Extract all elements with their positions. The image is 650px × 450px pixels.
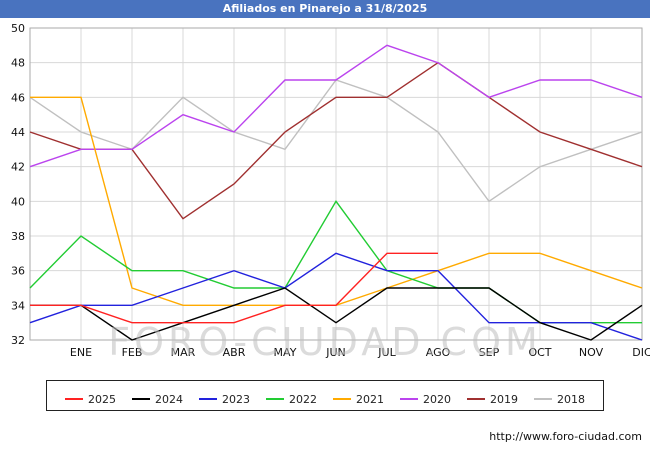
legend-row: 2025 2024 2023 2022 2021 2020 2019 2018 [0, 380, 650, 411]
legend-item-2024: 2024 [132, 393, 183, 406]
legend-swatch-2022 [266, 398, 284, 400]
legend-label-2022: 2022 [289, 392, 317, 406]
svg-text:JUN: JUN [325, 346, 346, 359]
legend-label-2019: 2019 [490, 392, 518, 406]
svg-text:32: 32 [11, 334, 25, 347]
legend-swatch-2025 [65, 398, 83, 400]
svg-text:42: 42 [11, 161, 25, 174]
legend-item-2023: 2023 [199, 393, 250, 406]
svg-text:36: 36 [11, 265, 25, 278]
svg-text:MAR: MAR [171, 346, 196, 359]
plot-canvas: 32 34 36 38 40 42 44 46 48 50 ENE FEB MAR ABR MAY JUN JU… [11, 22, 650, 359]
svg-text:48: 48 [11, 57, 25, 70]
legend-label-2024: 2024 [155, 392, 183, 406]
legend-item-2025: 2025 [65, 393, 116, 406]
svg-text:AGO: AGO [426, 346, 451, 359]
svg-text:34: 34 [11, 299, 25, 312]
legend-swatch-2019 [467, 398, 485, 400]
legend-swatch-2024 [132, 398, 150, 400]
legend-swatch-2021 [333, 398, 351, 400]
legend-item-2018: 2018 [534, 393, 585, 406]
legend-item-2022: 2022 [266, 393, 317, 406]
footer-link[interactable]: http://www.foro-ciudad.com [489, 429, 642, 443]
plot-area: 32 34 36 38 40 42 44 46 48 50 ENE FEB MAR ABR MAY JUN JU… [0, 18, 650, 370]
svg-text:ENE: ENE [70, 346, 92, 359]
svg-text:FEB: FEB [122, 346, 143, 359]
legend-swatch-2018 [534, 398, 552, 400]
footer: http://www.foro-ciudad.com [0, 425, 650, 444]
legend-item-2019: 2019 [467, 393, 518, 406]
svg-text:50: 50 [11, 22, 25, 35]
svg-text:DIC: DIC [632, 346, 650, 359]
svg-text:ABR: ABR [223, 346, 246, 359]
legend-label-2023: 2023 [222, 392, 250, 406]
svg-text:OCT: OCT [528, 346, 551, 359]
svg-text:44: 44 [11, 126, 25, 139]
svg-text:NOV: NOV [579, 346, 604, 359]
chart-title: Afiliados en Pinarejo a 31/8/2025 [0, 0, 650, 18]
legend-item-2021: 2021 [333, 393, 384, 406]
svg-text:46: 46 [11, 91, 25, 104]
legend-item-2020: 2020 [400, 393, 451, 406]
legend-label-2025: 2025 [88, 392, 116, 406]
legend-swatch-2023 [199, 398, 217, 400]
svg-text:SEP: SEP [479, 346, 500, 359]
legend-label-2021: 2021 [356, 392, 384, 406]
svg-text:40: 40 [11, 195, 25, 208]
svg-text:38: 38 [11, 230, 25, 243]
legend-label-2020: 2020 [423, 392, 451, 406]
svg-text:JUL: JUL [377, 346, 396, 359]
legend-label-2018: 2018 [557, 392, 585, 406]
legend-swatch-2020 [400, 398, 418, 400]
legend: 2025 2024 2023 2022 2021 2020 2019 2018 [46, 380, 604, 411]
svg-text:MAY: MAY [274, 346, 297, 359]
